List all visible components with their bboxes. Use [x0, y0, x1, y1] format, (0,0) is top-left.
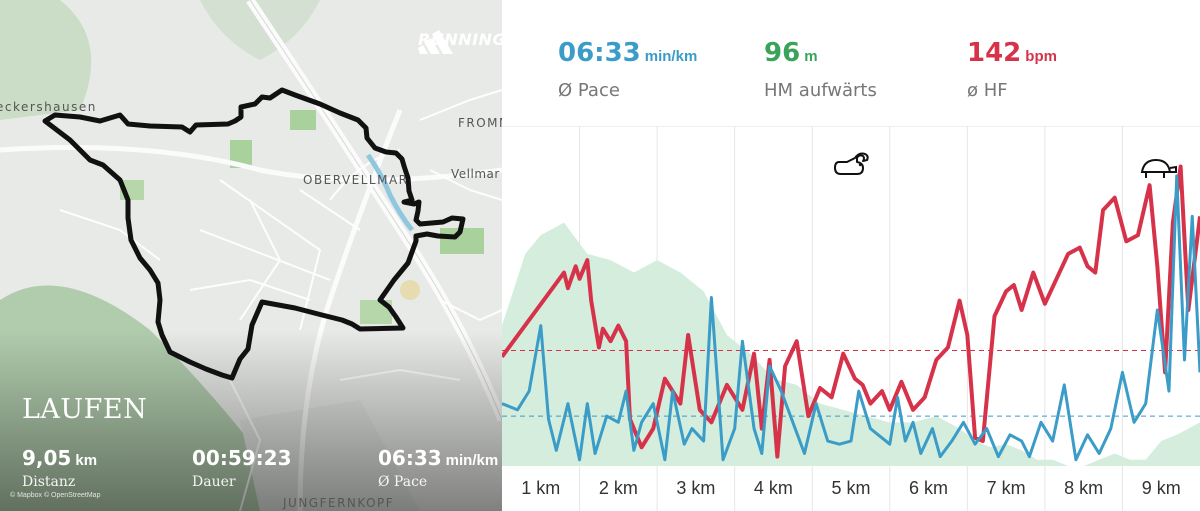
duration-label: Dauer — [192, 474, 236, 490]
stat-pace: 06:33 min/km Ø Pace — [378, 446, 498, 490]
x-tick-label: 9 km — [1142, 478, 1181, 498]
metric-heart-rate[interactable]: 142 bpm ø HF — [967, 38, 1057, 101]
x-tick-label: 3 km — [676, 478, 715, 498]
map-canvas[interactable] — [0, 0, 502, 511]
distance-label: Distanz — [22, 474, 76, 490]
metric-elevation-unit: m — [804, 48, 818, 65]
metric-heart-rate-value: 142 — [967, 38, 1022, 68]
stat-duration: 00:59:23 Dauer — [192, 446, 292, 490]
x-tick-label: 1 km — [521, 478, 560, 498]
map-label-place: Vellmar — [451, 167, 500, 181]
bottom-shade — [0, 330, 502, 511]
x-tick-label: 6 km — [909, 478, 948, 498]
data-series-line — [502, 164, 1200, 459]
x-tick-label: 7 km — [987, 478, 1026, 498]
forest-area-northwest — [0, 0, 92, 120]
stat-distance: 9,05 km Distanz — [22, 446, 97, 490]
map-label-place: JUNGFERNKOPF — [283, 496, 395, 510]
data-series-line — [502, 174, 1200, 462]
metric-pace[interactable]: 06:33 min/km Ø Pace — [558, 38, 697, 101]
map-attribution: © Mapbox © OpenStreetMap — [10, 492, 101, 499]
rabbit-icon — [834, 152, 869, 175]
duration-value: 00:59:23 — [192, 446, 292, 470]
map-label-place: eckershausen — [0, 100, 97, 114]
metric-elevation-value: 96 — [764, 38, 801, 68]
distance-value: 9,05 — [22, 446, 72, 470]
x-tick-label: 4 km — [754, 478, 793, 498]
split-chart[interactable]: 1 km 2 km 3 km 4 km 5 km 6 km 7 km 8 km 9 km — [502, 126, 1200, 511]
route-path — [42, 87, 466, 381]
park-area-2 — [290, 110, 316, 130]
x-tick-label: 2 km — [599, 478, 638, 498]
distance-unit: km — [75, 452, 98, 469]
pace-unit: min/km — [445, 452, 499, 469]
metric-elevation[interactable]: 96 m HM aufwärts — [764, 38, 877, 101]
x-axis-labels: 1 km 2 km 3 km 4 km 5 km 6 km 7 km 8 km 9 km — [521, 478, 1180, 498]
map-label-place: OBERVELLMAR — [303, 173, 409, 187]
metric-elevation-label: HM aufwärts — [764, 80, 877, 101]
metric-pace-unit: min/km — [644, 48, 698, 65]
brand-badge: RUNNING — [418, 28, 502, 54]
main-road-east-west — [0, 145, 502, 183]
chart-series — [502, 164, 1200, 462]
route-map[interactable]: eckershausen FROMM OBERVELLMAR Vellmar J… — [0, 0, 502, 511]
river — [365, 153, 414, 232]
activity-title: LAUFEN — [22, 394, 148, 425]
pace-value: 06:33 — [378, 446, 442, 470]
metric-pace-label: Ø Pace — [558, 80, 620, 101]
x-tick-label: 8 km — [1064, 478, 1103, 498]
metric-pace-value: 06:33 — [558, 38, 641, 68]
park-area-1 — [230, 140, 252, 168]
green-area-north — [200, 0, 320, 60]
stats-panel: 06:33 min/km Ø Pace 96 m HM aufwärts 142 bp… — [502, 0, 1200, 511]
adidas-logo-icon — [418, 30, 453, 54]
metric-heart-rate-label: ø HF — [967, 80, 1008, 101]
sports-field — [400, 280, 420, 300]
x-tick-label: 5 km — [831, 478, 870, 498]
pace-label: Ø Pace — [378, 474, 428, 490]
map-label-place: FROMM — [458, 116, 502, 130]
turtle-icon — [1140, 158, 1177, 178]
metric-heart-rate-unit: bpm — [1025, 48, 1057, 65]
